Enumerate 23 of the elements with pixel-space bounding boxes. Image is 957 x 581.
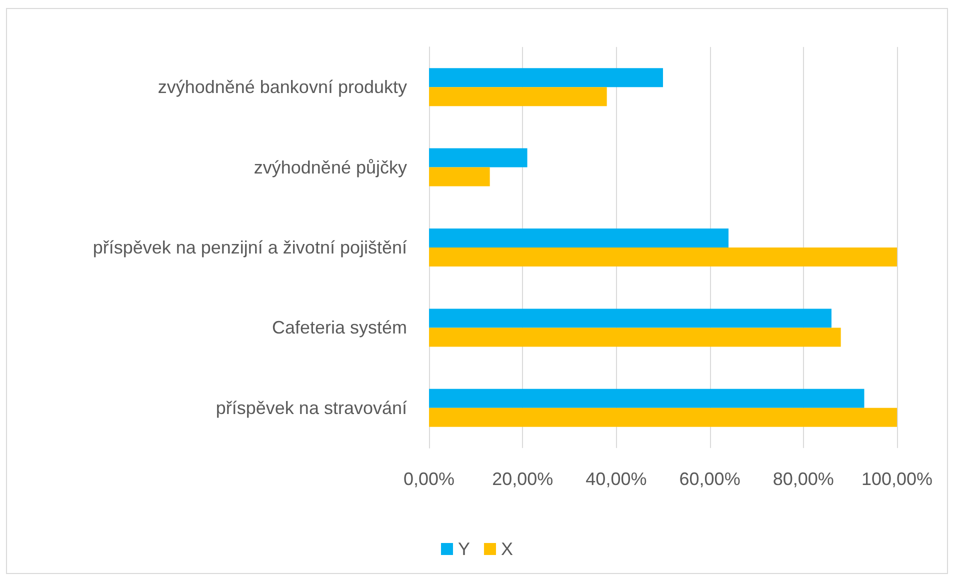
bar — [429, 248, 897, 266]
bar — [429, 148, 528, 168]
x-tick-label: 60,00% — [679, 469, 740, 489]
x-tick-label: 0,00% — [403, 469, 455, 489]
legend-label: X — [501, 539, 514, 559]
legend-label: Y — [458, 539, 470, 559]
bar — [429, 228, 729, 248]
y-tick-label: zvýhodněné půjčky — [254, 157, 407, 178]
y-tick-label: příspěvek na penzijní a životní pojištění — [92, 238, 407, 258]
y-tick-label: Cafeteria systém — [272, 318, 407, 338]
x-tick-label: 40,00% — [586, 469, 647, 489]
bar — [429, 308, 832, 328]
bar — [429, 167, 490, 186]
x-tick-label: 20,00% — [492, 469, 554, 489]
bar — [429, 328, 841, 347]
y-tick-label: zvýhodněné bankovní produkty — [158, 77, 407, 98]
bar — [429, 87, 607, 106]
bar — [429, 388, 864, 408]
bar — [429, 68, 663, 88]
y-tick-label: příspěvek na stravování — [216, 398, 407, 418]
bar — [429, 408, 897, 427]
x-tick-label: 80,00% — [772, 469, 834, 489]
x-tick-label: 100,00% — [861, 469, 933, 489]
